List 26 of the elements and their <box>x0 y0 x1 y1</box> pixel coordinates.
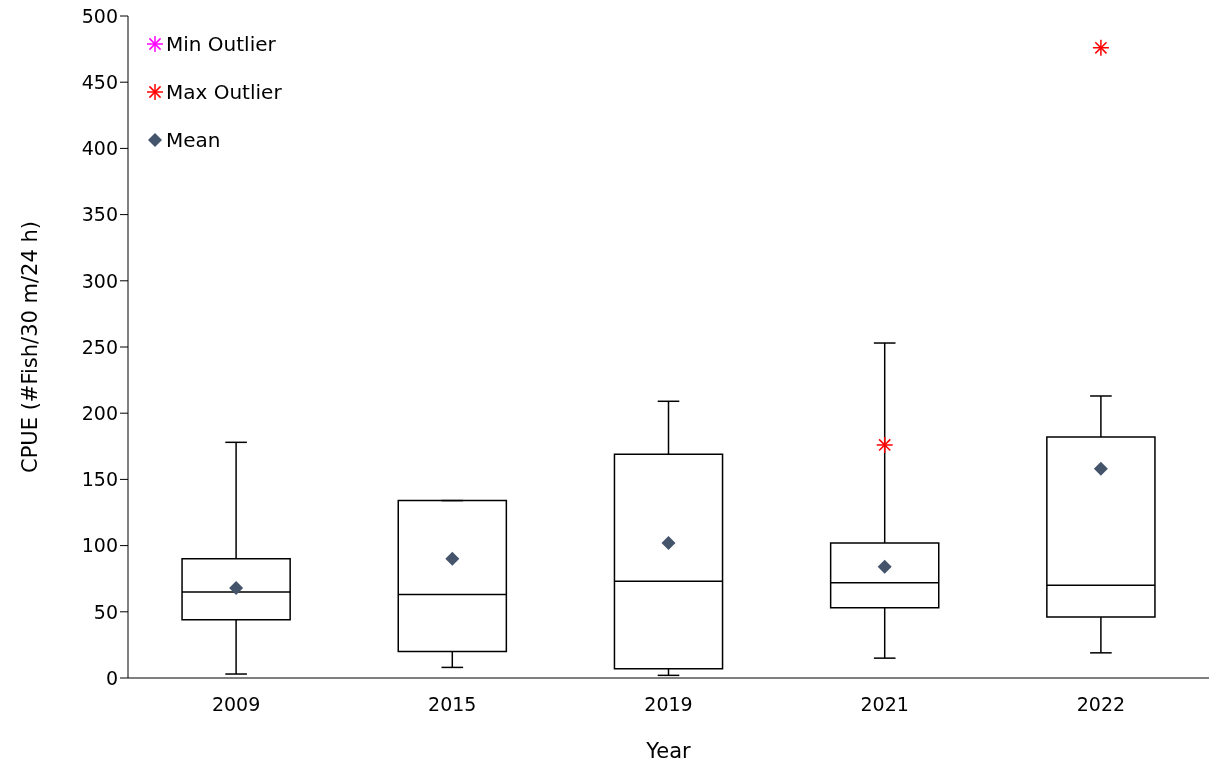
y-tick-label: 450 <box>81 70 118 93</box>
y-tick-label: 400 <box>81 137 118 160</box>
y-tick-label: 500 <box>81 4 118 27</box>
y-tick-label: 200 <box>81 401 118 424</box>
point <box>229 580 244 595</box>
legend-label: Min Outlier <box>166 31 276 58</box>
y-tick-label: 0 <box>105 666 118 689</box>
x-tick-label: 2021 <box>860 693 909 716</box>
y-tick-label: 150 <box>81 468 118 491</box>
y-tick-label: 350 <box>81 203 118 226</box>
point <box>661 535 676 550</box>
x-tick-label: 2015 <box>428 693 477 716</box>
y-tick-label: 300 <box>81 269 118 292</box>
y-tick-label: 250 <box>81 335 118 358</box>
point <box>1093 461 1108 476</box>
legend-label: Mean <box>166 127 221 154</box>
legend-label: Max Outlier <box>166 79 282 106</box>
point <box>445 551 460 566</box>
y-tick-label: 100 <box>81 534 118 557</box>
y-tick-label: 50 <box>93 600 118 623</box>
x-tick-label: 2022 <box>1076 693 1126 716</box>
point <box>877 559 892 574</box>
x-tick-label: 2019 <box>644 693 693 716</box>
x-axis-title: Year <box>645 739 692 763</box>
x-tick-label: 2009 <box>211 693 261 716</box>
y-axis-title: CPUE (#Fish/30 m/24 h) <box>18 221 43 473</box>
